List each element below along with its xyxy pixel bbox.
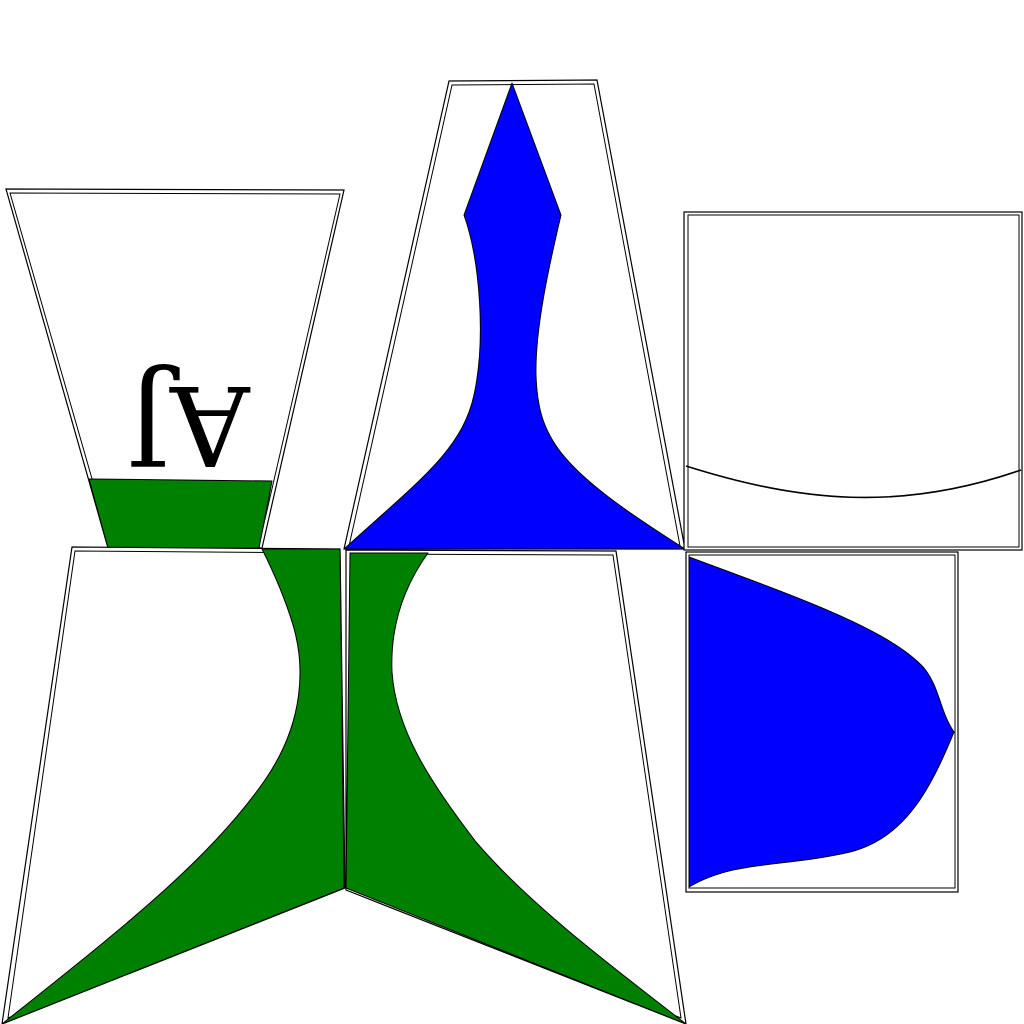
panel-top-left: AJ — [5, 188, 345, 549]
panel-top-right-inner-outline — [687, 214, 1020, 548]
panel-top-middle — [343, 79, 686, 550]
panel-bottom-left-green-flare — [1, 548, 345, 1024]
panel-bottom-right-blue-bulge — [688, 556, 955, 888]
panel-top-middle-blue-spire — [343, 82, 686, 550]
panel-top-right-curve — [685, 465, 1022, 499]
rotated-label: AJ — [126, 361, 251, 489]
panel-top-right-outline — [683, 211, 1023, 551]
panel-top-right — [683, 211, 1023, 551]
panel-bottom-left — [1, 546, 346, 1024]
panel-bottom-middle-green-flare — [345, 552, 687, 1024]
panel-bottom-middle — [345, 549, 687, 1024]
panel-bottom-right — [685, 551, 959, 893]
